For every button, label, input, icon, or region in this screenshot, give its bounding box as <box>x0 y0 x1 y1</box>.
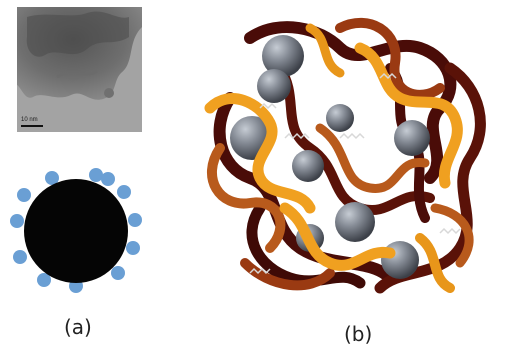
scale-bar <box>21 125 43 127</box>
polymer-chains-orange <box>206 18 474 291</box>
linker-spring <box>259 102 277 110</box>
nanoparticle-schematic <box>10 168 142 293</box>
scale-bar-label: 10 nm <box>21 117 38 123</box>
linker-spring <box>339 132 365 140</box>
linker-spring <box>379 72 397 80</box>
panel-label-b: (b) <box>344 322 373 346</box>
ligand-dots <box>10 168 142 293</box>
nanoparticle-sphere <box>326 104 354 132</box>
nanoparticle-sphere <box>292 150 324 182</box>
ligand-dot <box>101 172 115 186</box>
micrograph-image <box>17 7 142 132</box>
ligand-dot <box>37 273 51 287</box>
ligand-dot <box>45 171 59 185</box>
ligand-dot <box>17 188 31 202</box>
nanoparticle-core <box>24 179 128 283</box>
linker-spring <box>249 267 271 275</box>
panel-label-a: (a) <box>64 315 92 339</box>
polymer-composite-illustration <box>204 18 486 294</box>
ligand-dot <box>128 213 142 227</box>
ligand-dot <box>111 266 125 280</box>
ligand-dot <box>13 250 27 264</box>
ligand-dot <box>89 168 103 182</box>
nanoparticle-sphere <box>335 202 375 242</box>
ligand-dot <box>10 214 24 228</box>
nanoparticle-sphere <box>394 120 430 156</box>
ligand-dot <box>117 185 131 199</box>
linker-spring <box>284 132 310 140</box>
ligand-dot <box>126 241 140 255</box>
nanoparticle-sphere <box>262 35 304 77</box>
polymer-chains-yellow <box>204 23 463 293</box>
tem-micrograph: 10 nm <box>17 7 142 132</box>
nanoparticle-sphere <box>381 241 419 279</box>
linker-springs <box>249 72 461 275</box>
linker-spring <box>439 227 461 235</box>
nanoparticle-sphere <box>257 69 291 103</box>
